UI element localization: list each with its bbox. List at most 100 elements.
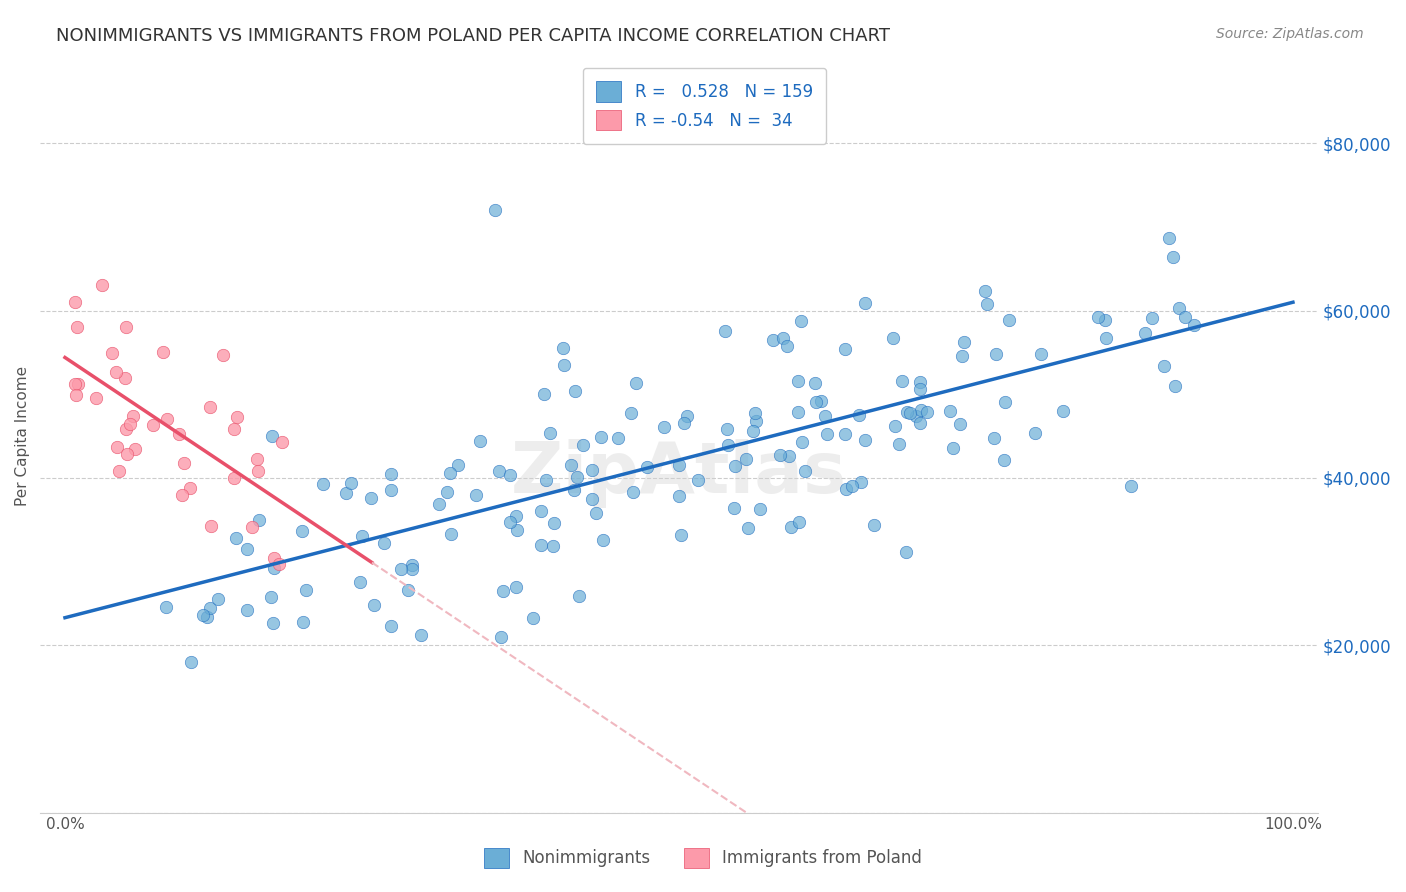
Point	[67, 376, 90, 391]
Point	[792, 434, 814, 449]
Point	[152, 345, 174, 359]
Point	[834, 426, 856, 441]
Point	[263, 616, 285, 631]
Point	[572, 438, 595, 452]
Point	[172, 487, 194, 501]
Point	[155, 600, 177, 615]
Point	[427, 497, 450, 511]
Point	[762, 334, 785, 348]
Point	[262, 429, 284, 443]
Point	[953, 334, 976, 349]
Point	[1121, 479, 1143, 493]
Point	[848, 408, 870, 422]
Point	[1052, 403, 1074, 417]
Point	[534, 474, 557, 488]
Point	[950, 349, 973, 363]
Point	[568, 589, 591, 603]
Point	[191, 608, 214, 623]
Point	[794, 464, 817, 478]
Point	[564, 384, 586, 399]
Point	[440, 527, 463, 541]
Point	[142, 418, 165, 433]
Point	[1164, 379, 1187, 393]
Point	[591, 430, 613, 444]
Point	[624, 376, 647, 391]
Point	[804, 395, 827, 409]
Point	[849, 475, 872, 490]
Point	[910, 402, 932, 417]
Point	[222, 422, 245, 436]
Point	[200, 518, 222, 533]
Legend: R =   0.528   N = 159, R = -0.54   N =  34: R = 0.528 N = 159, R = -0.54 N = 34	[583, 68, 827, 144]
Point	[505, 580, 527, 594]
Point	[115, 320, 138, 334]
Point	[247, 512, 270, 526]
Point	[585, 506, 607, 520]
Point	[90, 278, 112, 293]
Text: ZipAtlas: ZipAtlas	[510, 439, 846, 508]
Point	[225, 532, 247, 546]
Point	[898, 406, 921, 420]
Point	[115, 422, 138, 436]
Point	[745, 414, 768, 428]
Point	[882, 331, 904, 345]
Point	[668, 458, 690, 472]
Point	[363, 598, 385, 612]
Point	[908, 382, 931, 396]
Point	[312, 477, 335, 491]
Point	[908, 375, 931, 389]
Point	[905, 409, 928, 423]
Point	[411, 628, 433, 642]
Point	[835, 482, 858, 496]
Point	[84, 391, 107, 405]
Point	[291, 524, 314, 539]
Point	[1087, 310, 1109, 325]
Point	[263, 551, 285, 566]
Point	[179, 481, 201, 495]
Point	[565, 470, 588, 484]
Point	[436, 484, 458, 499]
Point	[1095, 331, 1118, 345]
Point	[1174, 310, 1197, 325]
Point	[553, 341, 575, 355]
Point	[246, 452, 269, 467]
Point	[447, 458, 470, 472]
Point	[908, 417, 931, 431]
Point	[973, 285, 995, 299]
Point	[492, 584, 515, 599]
Point	[225, 410, 247, 425]
Point	[1167, 301, 1189, 315]
Point	[439, 466, 461, 480]
Point	[749, 501, 772, 516]
Point	[863, 518, 886, 533]
Point	[623, 485, 645, 500]
Point	[533, 387, 555, 401]
Point	[855, 295, 877, 310]
Point	[65, 388, 87, 402]
Point	[107, 464, 129, 478]
Point	[675, 409, 697, 423]
Point	[114, 371, 136, 385]
Point	[360, 491, 382, 506]
Y-axis label: Per Capita Income: Per Capita Income	[15, 366, 30, 506]
Point	[636, 459, 658, 474]
Point	[714, 324, 737, 338]
Point	[1182, 318, 1205, 332]
Point	[1153, 359, 1175, 374]
Point	[506, 524, 529, 538]
Point	[737, 521, 759, 535]
Point	[235, 541, 257, 556]
Point	[373, 536, 395, 550]
Point	[744, 406, 766, 420]
Point	[564, 483, 586, 498]
Point	[786, 375, 808, 389]
Point	[543, 516, 565, 530]
Point	[560, 458, 582, 472]
Point	[993, 452, 1015, 467]
Point	[896, 405, 918, 419]
Point	[810, 394, 832, 409]
Point	[499, 515, 522, 529]
Point	[742, 424, 765, 438]
Point	[553, 358, 575, 372]
Point	[499, 467, 522, 482]
